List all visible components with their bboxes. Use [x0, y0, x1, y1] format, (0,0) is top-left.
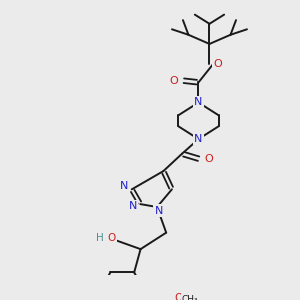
Text: O: O	[204, 154, 213, 164]
Text: CH₃: CH₃	[182, 295, 198, 300]
Text: N: N	[194, 134, 203, 144]
Text: O: O	[174, 292, 182, 300]
Text: N: N	[129, 201, 137, 211]
Text: N: N	[155, 206, 163, 216]
Text: N: N	[120, 181, 129, 191]
Text: O: O	[213, 59, 222, 69]
Text: N: N	[194, 98, 203, 107]
Text: H: H	[96, 233, 104, 243]
Text: O: O	[169, 76, 178, 85]
Text: O: O	[107, 233, 116, 243]
